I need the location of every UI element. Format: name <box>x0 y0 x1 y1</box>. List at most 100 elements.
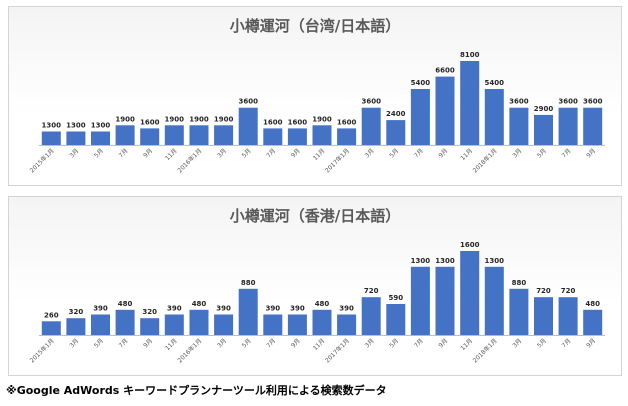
data-label: 1600 <box>263 118 283 126</box>
x-tick-label: 7月 <box>118 337 130 349</box>
bar <box>140 318 160 335</box>
data-label: 880 <box>512 279 527 287</box>
bar <box>312 309 332 335</box>
data-label: 390 <box>93 305 108 313</box>
x-tick-label: 9月 <box>290 337 302 349</box>
bar <box>583 107 603 145</box>
data-label: 3600 <box>238 98 258 106</box>
data-label: 1900 <box>189 115 209 123</box>
x-tick-label: 2018年1月 <box>471 337 499 365</box>
bar <box>410 266 430 336</box>
data-label: 390 <box>167 305 182 313</box>
bar <box>263 128 283 145</box>
chart-panel-taiwan: 小樽運河（台湾/日本語） 1300 2015年1月 1300 3月 1300 5月 1900 7… <box>8 6 622 186</box>
x-tick-label: 11月 <box>312 337 327 352</box>
bar <box>361 297 381 335</box>
data-label: 5400 <box>411 79 431 87</box>
data-label: 3600 <box>509 98 529 106</box>
x-tick-label: 2017年1月 <box>323 147 351 175</box>
data-label: 1300 <box>411 257 431 265</box>
bar <box>66 131 86 145</box>
data-label: 1600 <box>140 118 160 126</box>
bar <box>115 309 135 335</box>
chart-title: 小樽運河（台湾/日本語） <box>230 17 400 35</box>
bar-chart-taiwan: 小樽運河（台湾/日本語） 1300 2015年1月 1300 3月 1300 5月 1900 7… <box>28 17 605 175</box>
x-tick-label: 7月 <box>265 147 277 159</box>
x-tick-label: 9月 <box>438 147 450 159</box>
x-tick-label: 7月 <box>118 147 130 159</box>
x-tick-label: 11月 <box>460 147 475 162</box>
bar <box>164 125 184 145</box>
data-label: 480 <box>192 300 207 308</box>
bar <box>534 297 553 335</box>
bar <box>41 321 61 335</box>
bar <box>534 114 553 145</box>
x-tick-label: 5月 <box>388 337 400 349</box>
data-label: 320 <box>69 308 84 316</box>
x-tick-label: 7月 <box>413 337 425 349</box>
bar <box>460 251 480 335</box>
bar <box>558 107 578 145</box>
bar <box>287 128 307 145</box>
bar <box>386 120 406 145</box>
bar <box>164 314 184 335</box>
bar <box>115 125 135 145</box>
bar <box>361 107 381 145</box>
x-tick-label: 11月 <box>164 337 179 352</box>
bar <box>91 131 110 145</box>
bar <box>583 309 603 335</box>
x-tick-label: 3月 <box>511 337 523 349</box>
x-tick-label: 9月 <box>585 147 597 159</box>
data-label: 720 <box>364 287 379 295</box>
bar <box>435 266 455 336</box>
x-tick-label: 9月 <box>290 147 302 159</box>
footnote: ※Google AdWords キーワードプランナーツール利用による検索数データ <box>6 384 387 397</box>
data-label: 2900 <box>534 105 554 113</box>
x-tick-label: 11月 <box>460 337 475 352</box>
x-tick-label: 2016年1月 <box>176 337 204 365</box>
data-label: 1300 <box>91 122 111 130</box>
data-label: 390 <box>265 305 280 313</box>
data-label: 1300 <box>485 257 505 265</box>
data-label: 1300 <box>66 122 86 130</box>
bar <box>337 128 357 145</box>
data-label: 720 <box>561 287 576 295</box>
x-tick-label: 5月 <box>241 337 253 349</box>
data-label: 1300 <box>435 257 455 265</box>
bar <box>189 309 209 335</box>
chart-panel-hongkong: 小樽運河（香港/日本語） 260 2015年1月 320 3月 390 5月 480 7月 320… <box>8 196 622 376</box>
data-label: 1900 <box>214 115 234 123</box>
bar <box>140 128 160 145</box>
bar <box>410 89 430 145</box>
bar <box>41 131 61 145</box>
bar <box>337 314 357 335</box>
data-label: 1600 <box>337 118 357 126</box>
bar <box>484 89 504 145</box>
bar <box>287 314 307 335</box>
x-tick-label: 5月 <box>388 147 400 159</box>
bar <box>484 266 504 336</box>
chart-title: 小樽運河（香港/日本語） <box>230 207 400 225</box>
data-label: 3600 <box>583 98 603 106</box>
x-tick-label: 3月 <box>68 337 80 349</box>
x-tick-label: 5月 <box>93 147 105 159</box>
data-label: 1600 <box>288 118 308 126</box>
data-label: 390 <box>216 305 231 313</box>
x-tick-label: 2015年1月 <box>28 147 56 175</box>
bar <box>386 304 406 335</box>
bar <box>263 314 283 335</box>
x-tick-label: 3月 <box>68 147 80 159</box>
x-tick-label: 2018年1月 <box>471 147 499 175</box>
data-label: 390 <box>290 305 305 313</box>
bar <box>558 297 578 335</box>
x-tick-label: 11月 <box>312 147 327 162</box>
x-tick-label: 7月 <box>561 337 573 349</box>
data-label: 1300 <box>42 122 62 130</box>
x-tick-label: 7月 <box>561 147 573 159</box>
x-tick-label: 9月 <box>142 337 154 349</box>
x-tick-label: 3月 <box>364 147 376 159</box>
data-label: 2400 <box>386 110 406 118</box>
bar <box>460 61 480 145</box>
x-tick-label: 5月 <box>241 147 253 159</box>
data-label: 720 <box>536 287 551 295</box>
